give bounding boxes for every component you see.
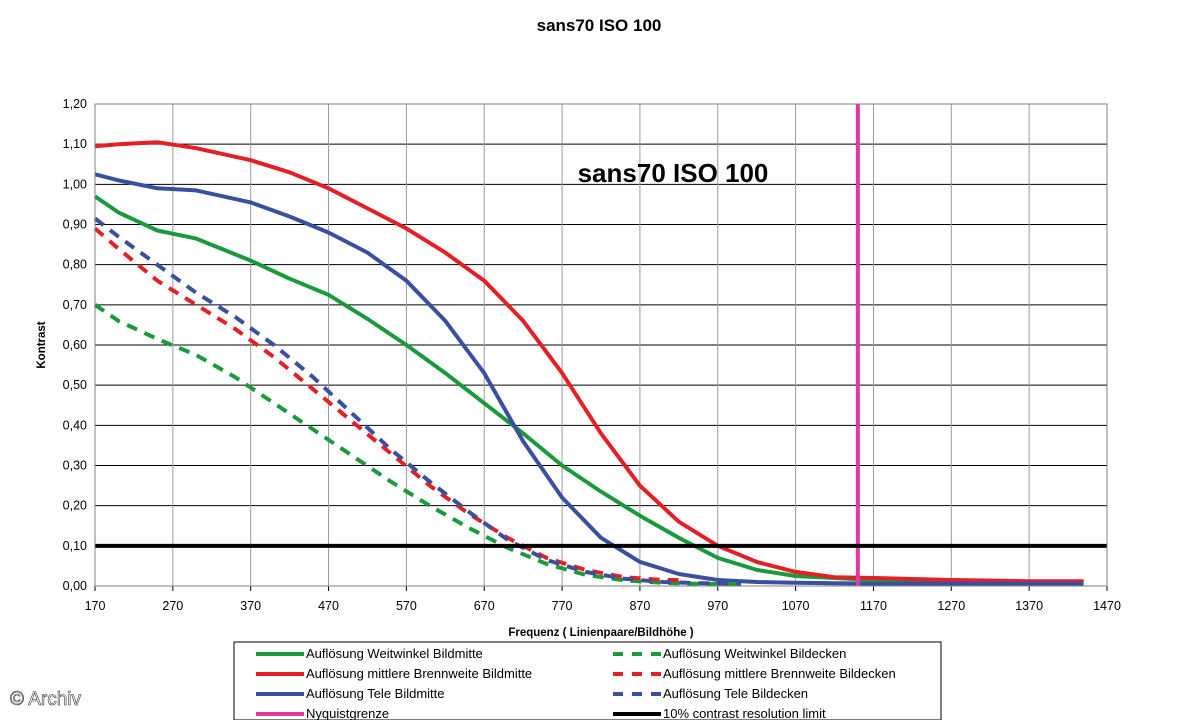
legend-label: Nyquistgrenze <box>306 706 389 720</box>
x-tick-label: 970 <box>707 599 728 613</box>
y-tick-label: 0,90 <box>63 218 87 232</box>
x-tick-label: 770 <box>552 599 573 613</box>
x-tick-label: 870 <box>629 599 650 613</box>
series-line-2 <box>94 172 1084 586</box>
y-tick-label: 0,20 <box>63 499 87 513</box>
x-tick-label: 370 <box>240 599 261 613</box>
y-tick-label: 0,00 <box>63 579 87 593</box>
legend-box <box>233 641 942 720</box>
legend-label: Auflösung Weitwinkel Bildmitte <box>306 646 483 661</box>
legend: Auflösung Weitwinkel Bildmitte Auflösung … <box>233 641 942 720</box>
y-axis-label: Kontrast <box>36 321 48 368</box>
legend-label: Auflösung Tele Bildecken <box>663 686 808 701</box>
y-tick-label: 0,30 <box>63 459 87 473</box>
x-tick-label: 570 <box>396 599 417 613</box>
plot-inner-title: sans70 ISO 100 <box>578 158 769 188</box>
y-tick-label: 1,10 <box>63 137 87 151</box>
series-line-3 <box>93 303 742 586</box>
legend-label: Auflösung mittlere Brennweite Bildecken <box>663 666 896 681</box>
y-tick-label: 0,40 <box>63 418 87 432</box>
series-line-4 <box>93 226 687 582</box>
plot-area-frame <box>94 103 1108 587</box>
chart-title: sans70 ISO 100 <box>537 16 662 35</box>
x-tick-label: 1070 <box>782 599 810 613</box>
series-line-1 <box>94 140 1084 584</box>
x-tick-label: 670 <box>474 599 495 613</box>
y-tick-label: 0,70 <box>63 298 87 312</box>
y-tick-label: 0,60 <box>63 338 87 352</box>
x-tick-label: 1170 <box>860 599 887 613</box>
y-tick-labels: 0,00 0,10 0,20 0,30 0,40 0,50 0,60 0,70 0,80 0,90… <box>63 97 87 593</box>
y-tick-label: 0,10 <box>63 539 87 553</box>
y-tick-label: 0,50 <box>63 378 87 392</box>
y-tick-label: 1,20 <box>63 97 87 111</box>
x-tick-label: 270 <box>162 599 183 613</box>
series-line-5 <box>93 216 742 586</box>
x-tick-label: 470 <box>318 599 339 613</box>
x-tick-labels: 170 270 370 470 570 670 770 870 970 1070 1170 1270 1… <box>85 599 1121 613</box>
legend-items: Auflösung Weitwinkel Bildmitte Auflösung … <box>256 646 896 720</box>
x-tick-label: 1470 <box>1093 599 1121 613</box>
y-tick-label: 1,00 <box>63 177 87 191</box>
x-axis-label: Frequenz ( Linienpaare/Bildhöhe ) <box>508 627 693 639</box>
x-tick-label: 170 <box>85 599 106 613</box>
legend-label: 10% contrast resolution limit <box>663 706 826 720</box>
watermark-text: © Archiv <box>10 689 82 710</box>
legend-label: Auflösung mittlere Brennweite Bildmitte <box>306 666 532 681</box>
x-tick-label: 1270 <box>937 599 965 613</box>
legend-label: Auflösung Tele Bildmitte <box>306 686 445 701</box>
x-tick-label: 1370 <box>1015 599 1043 613</box>
legend-label: Auflösung Weitwinkel Bildecken <box>663 646 846 661</box>
y-tick-label: 0,80 <box>63 258 87 272</box>
series-lines <box>93 104 1107 586</box>
